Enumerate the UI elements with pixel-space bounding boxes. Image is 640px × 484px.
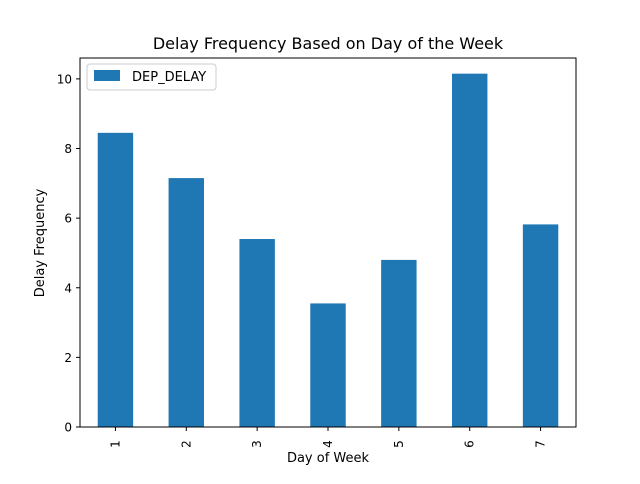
x-tick-label-3: 3 [250, 440, 264, 448]
x-tick-label-7: 7 [534, 440, 548, 448]
bar-1 [97, 132, 134, 427]
x-ticks-group: 1 2 3 4 5 6 7 [108, 427, 548, 448]
bar-7 [522, 224, 559, 427]
bars-group [97, 73, 559, 428]
legend-label: DEP_DELAY [132, 70, 206, 85]
y-ticks-group: 0 2 4 6 8 10 [57, 72, 80, 435]
y-axis-label: Delay Frequency [33, 188, 48, 297]
x-tick-label-6: 6 [463, 440, 477, 448]
x-tick-label-4: 4 [321, 440, 335, 448]
x-tick-label-2: 2 [179, 440, 193, 448]
bar-6 [452, 73, 488, 428]
y-tick-label-8: 8 [64, 142, 72, 156]
y-tick-label-0: 0 [64, 421, 72, 435]
y-tick-label-10: 10 [57, 72, 72, 86]
y-tick-label-4: 4 [64, 281, 72, 295]
bar-2 [168, 178, 204, 427]
bar-4 [310, 303, 346, 427]
legend: DEP_DELAY [86, 63, 217, 91]
chart-title: Delay Frequency Based on Day of the Week [153, 34, 504, 53]
x-axis-label: Day of Week [287, 451, 370, 466]
bar-3 [239, 239, 275, 427]
y-tick-label-2: 2 [64, 351, 72, 365]
legend-swatch [94, 70, 120, 81]
x-tick-label-5: 5 [392, 440, 406, 448]
x-tick-label-1: 1 [108, 440, 122, 448]
bar-5 [381, 259, 417, 427]
y-tick-label-6: 6 [64, 212, 72, 226]
